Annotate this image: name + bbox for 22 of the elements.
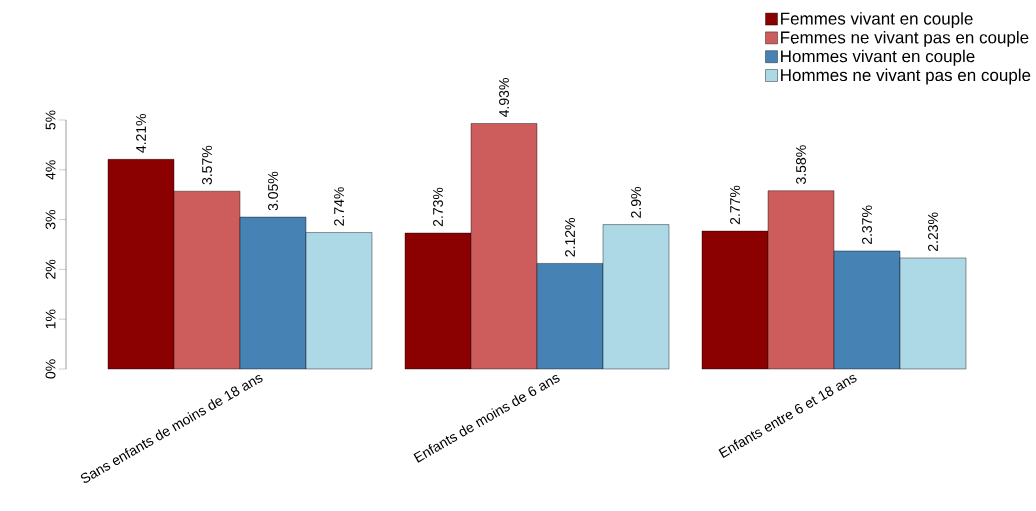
data-label: 2.9%: [631, 186, 641, 218]
data-label: 2.37%: [862, 205, 872, 245]
data-label: 2.12%: [565, 218, 575, 257]
y-tick-label: 3%: [45, 209, 56, 230]
data-label: 3.05%: [268, 171, 278, 211]
legend-label: Femmes vivant en couple: [781, 12, 973, 28]
data-label: 2.74%: [334, 187, 344, 226]
legend-label: Femmes ne vivant pas en couple: [781, 30, 1029, 47]
data-label: 4.93%: [499, 78, 509, 117]
y-tick-label: 4%: [45, 160, 56, 180]
legend-label: Hommes vivant en couple: [781, 49, 975, 66]
data-label: 4.21%: [136, 113, 146, 153]
y-tick-label: 1%: [45, 309, 56, 329]
data-label: 2.23%: [928, 212, 938, 252]
legend-label: Hommes ne vivant pas en couple: [781, 68, 1031, 85]
y-tick-label: 5%: [45, 110, 56, 130]
y-tick-label: 2%: [45, 259, 56, 279]
y-tick-label: 0%: [45, 359, 56, 379]
data-label: 3.58%: [796, 145, 806, 184]
data-label: 2.73%: [433, 187, 443, 227]
data-label: 3.57%: [202, 145, 212, 185]
data-label: 2.77%: [730, 185, 740, 225]
